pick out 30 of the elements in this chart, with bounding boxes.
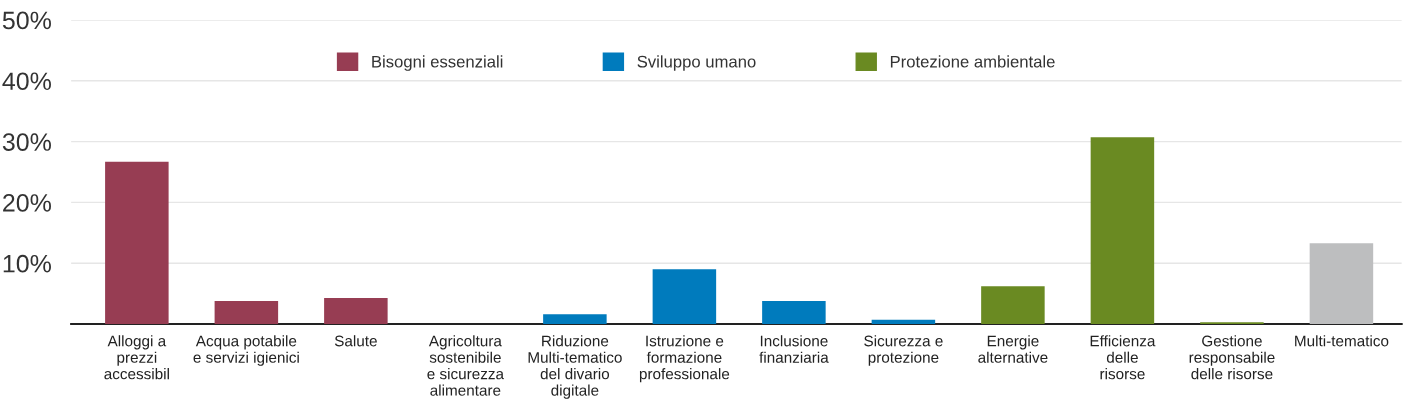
bar <box>214 300 279 325</box>
bar <box>652 269 717 325</box>
x-tick-label: Alloggi a prezzi accessibil <box>104 335 169 380</box>
bar <box>543 314 607 325</box>
x-tick-label: Salute <box>334 335 377 347</box>
y-tick-label: 10% <box>3 254 51 273</box>
y-tick-label: 40% <box>2 72 51 91</box>
x-tick-label: Energie alternative <box>978 335 1048 363</box>
bar <box>105 161 169 325</box>
x-tick-label: Sicurezza e protezione <box>864 335 943 366</box>
y-tick-label: 50% <box>2 11 51 30</box>
bar <box>324 297 388 325</box>
bar <box>981 286 1045 325</box>
x-tick-label: Efficienza delle risorse <box>1090 335 1156 380</box>
x-tick-label: Inclusione finanziaria <box>759 335 829 363</box>
x-tick-label: Multi-tematico <box>1295 335 1389 347</box>
legend-label: Protezione ambientale <box>890 55 1055 68</box>
bar <box>871 319 936 325</box>
x-tick-label: Gestione responsabile delle risorse <box>1189 335 1275 380</box>
x-tick-label: Acqua potabile e servizi igienici <box>193 335 299 366</box>
bar <box>1309 243 1374 325</box>
legend-label: Bisogni essenziali <box>372 55 503 71</box>
y-tick-label: 30% <box>2 133 51 151</box>
y-tick-label: 20% <box>3 194 51 212</box>
bar <box>762 300 826 325</box>
x-tick-label: Istruzione e formazione professionale <box>639 335 730 383</box>
legend-label: Sviluppo umano <box>637 55 756 71</box>
x-tick-label: Riduzione Multi-tematico del divario digitale <box>528 335 622 399</box>
bar <box>1090 137 1155 325</box>
x-tick-label: Agricoltura sostenibile e sicurezza alimentare <box>427 335 505 396</box>
